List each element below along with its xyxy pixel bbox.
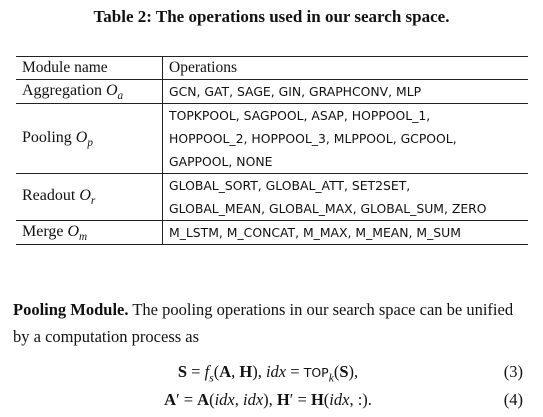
table-row: Readout Or GLOBAL_SORT, GLOBAL_ATT, SET2… [16, 173, 528, 221]
module-symbol: O [79, 187, 91, 205]
module-subscript: r [90, 194, 96, 207]
equation-body: A′ = A(idx, idx), H′ = H(idx, :). [164, 390, 372, 409]
table-caption: Table 2: The operations used in our sear… [93, 7, 450, 26]
table-header-row: Module name Operations [16, 56, 528, 80]
module-subscript: p [87, 136, 93, 149]
module-cell: Aggregation Oa [16, 79, 163, 104]
paragraph-text: The pooling operations in our search spa… [13, 300, 514, 346]
operations-line: GLOBAL_MEAN, GLOBAL_MAX, GLOBAL_SUM, ZER… [169, 201, 487, 216]
operations-line: M_LSTM, M_CONCAT, M_MAX, M_MEAN, M_SUM [169, 225, 461, 240]
operations-line: TOPKPOOL, SAGPOOL, ASAP, HOPPOOL_1, [169, 108, 431, 123]
module-label: Merge [22, 222, 64, 240]
operations-line: GLOBAL_SORT, GLOBAL_ATT, SET2SET, [169, 178, 411, 193]
header-module-name: Module name [16, 56, 163, 80]
header-operations: Operations [162, 56, 528, 80]
table-row: Aggregation Oa GCN, GAT, SAGE, GIN, GRAP… [16, 79, 528, 104]
module-label: Readout [22, 187, 76, 205]
operations-cell: TOPKPOOL, SAGPOOL, ASAP, HOPPOOL_1, HOPP… [162, 103, 528, 174]
module-cell: Pooling Op [16, 103, 163, 174]
module-symbol: O [75, 128, 88, 146]
module-symbol: O [105, 81, 118, 99]
table-row: Pooling Op TOPKPOOL, SAGPOOL, ASAP, HOPP… [16, 103, 528, 174]
pooling-module-paragraph: Pooling Module. The pooling operations i… [13, 296, 528, 350]
table-row: Merge Om M_LSTM, M_CONCAT, M_MAX, M_MEAN… [16, 220, 528, 245]
operations-cell: GLOBAL_SORT, GLOBAL_ATT, SET2SET, GLOBAL… [162, 173, 528, 221]
paragraph-heading: Pooling Module. [13, 300, 129, 319]
module-cell: Readout Or [16, 173, 163, 221]
module-label: Pooling [22, 128, 72, 146]
equation-4: A′ = A(idx, idx), H′ = H(idx, :). (4) [13, 390, 523, 416]
module-subscript: m [79, 230, 88, 243]
equation-number: (4) [503, 390, 523, 409]
operations-line: GAPPOOL, NONE [169, 154, 273, 169]
operations-line: HOPPOOL_2, HOPPOOL_3, MLPPOOL, GCPOOL, [169, 131, 457, 146]
operations-cell: GCN, GAT, SAGE, GIN, GRAPHCONV, MLP [162, 79, 528, 104]
module-label: Aggregation [22, 81, 102, 99]
operations-cell: M_LSTM, M_CONCAT, M_MAX, M_MEAN, M_SUM [162, 220, 528, 245]
equation-3: S = fs(A, H), idx = TOPk(S), (3) [13, 362, 523, 388]
operations-line: GCN, GAT, SAGE, GIN, GRAPHCONV, MLP [169, 84, 422, 99]
operations-table: Module name Operations Aggregation Oa GC… [16, 56, 528, 245]
module-symbol: O [67, 222, 80, 240]
module-subscript: a [117, 89, 124, 102]
equation-number: (3) [503, 362, 523, 381]
equation-body: S = fs(A, H), idx = TOPk(S), [177, 362, 359, 385]
module-cell: Merge Om [16, 220, 163, 245]
